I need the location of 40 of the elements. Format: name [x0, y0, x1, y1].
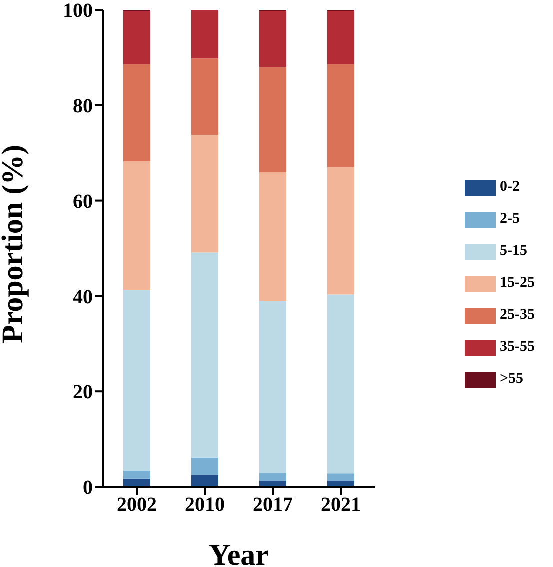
y-axis-title: Proportion (%) [0, 144, 30, 344]
bar [191, 475, 218, 487]
bar [327, 294, 354, 474]
bar [123, 11, 150, 64]
legend-label: 25-35 [500, 307, 535, 324]
bar [191, 134, 218, 253]
bar [123, 162, 150, 290]
bar [259, 10, 286, 68]
x-axis-title: Year [209, 539, 269, 567]
legend-label: 35-55 [500, 339, 535, 356]
bar [259, 67, 286, 173]
x-tick-label: 2010 [185, 494, 225, 516]
bar [259, 473, 286, 481]
bar [191, 458, 218, 476]
legend-label: 15-25 [500, 275, 535, 292]
y-tick-label: 60 [73, 190, 93, 213]
bar [191, 10, 218, 59]
y-tick-label: 100 [63, 0, 93, 22]
legend-label: 5-15 [500, 243, 528, 260]
x-tick-label: 2021 [321, 494, 361, 516]
bar [123, 290, 150, 471]
bar [123, 470, 150, 479]
y-tick-label: 40 [73, 286, 93, 308]
y-tick-label: 80 [73, 96, 93, 118]
legend-label: 2-5 [500, 211, 520, 228]
bar [327, 64, 354, 168]
bar [327, 10, 354, 64]
y-tick-label: 20 [73, 382, 93, 404]
x-tick-label: 2002 [117, 494, 157, 516]
bar [327, 167, 354, 295]
bar [327, 474, 354, 481]
y-tick-label: 0 [83, 477, 93, 500]
legend-label: >55 [500, 371, 524, 388]
x-tick-label: 2017 [253, 494, 293, 516]
bar [191, 58, 218, 135]
bar [259, 172, 286, 301]
bar [123, 64, 150, 162]
bar [191, 252, 218, 458]
legend-label: 0-2 [500, 179, 520, 196]
bar [259, 300, 286, 474]
